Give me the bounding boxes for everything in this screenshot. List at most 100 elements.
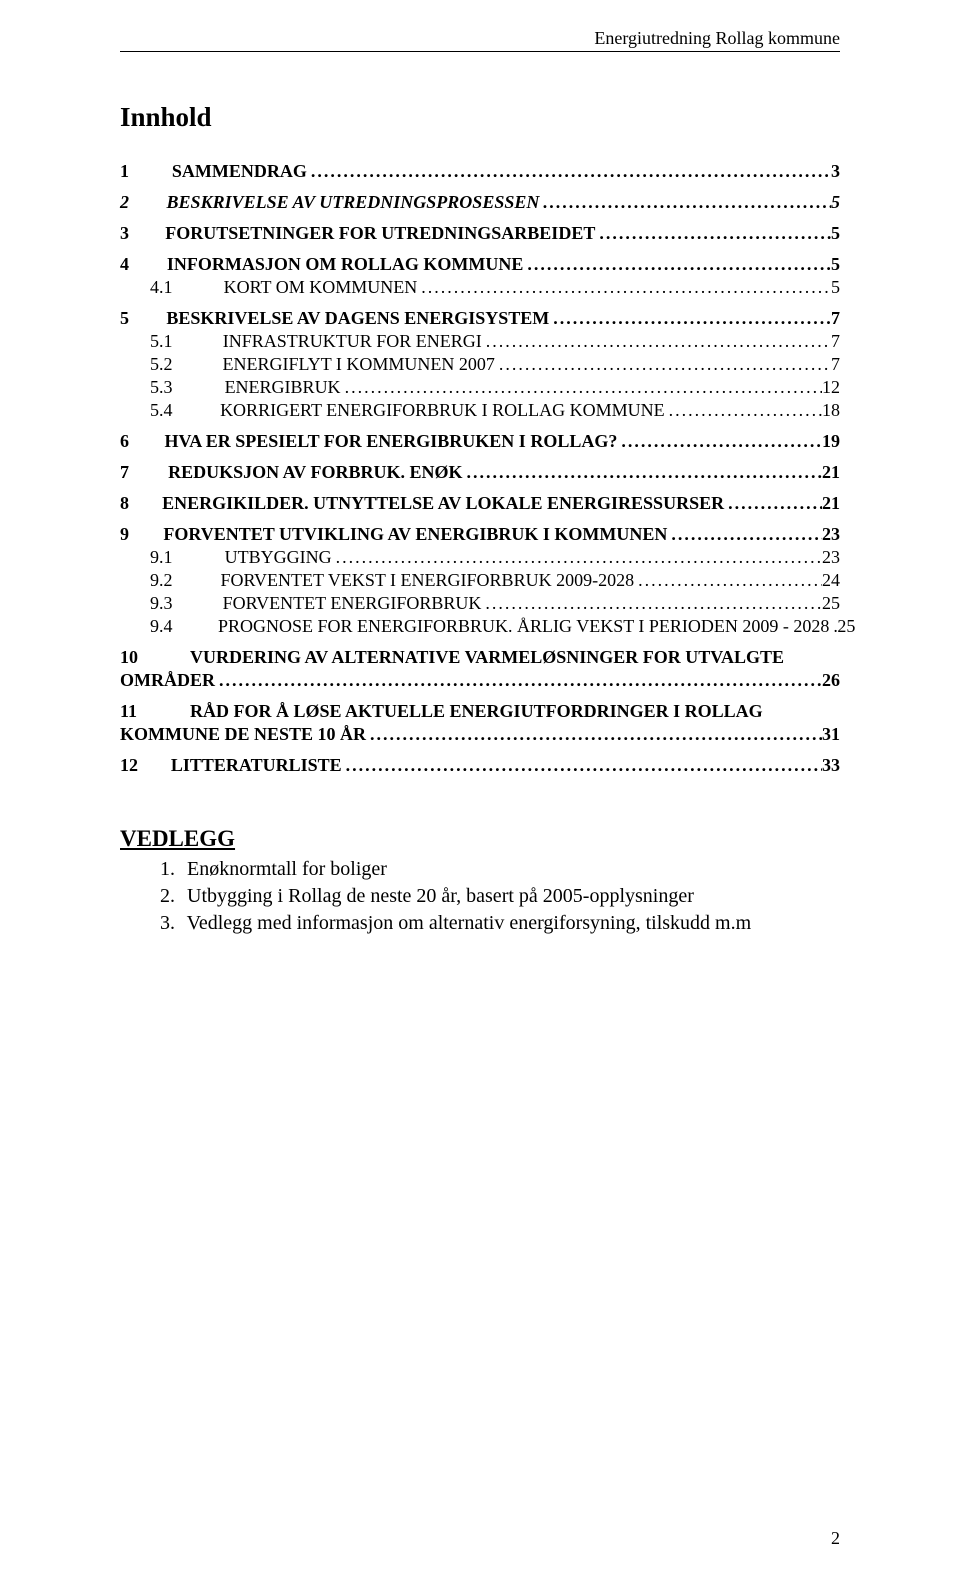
toc-leader [332,547,822,568]
toc-entry: 9.2FORVENTET VEKST I ENERGIFORBRUK 2009-… [120,570,840,591]
toc-label: REDUKSJON AV FORBRUK. ENØK [168,462,462,483]
toc-leader [724,493,822,514]
toc-page: 33 [822,755,840,776]
toc-entry: 5.4KORRIGERT ENERGIFORBRUK I ROLLAG KOMM… [120,400,840,421]
appendix-item-text: Vedlegg med informasjon om alternativ en… [182,912,751,934]
toc-page: 21 [822,462,840,483]
toc-number: 8 [120,493,160,514]
toc-number: 10 [120,647,160,668]
toc-leader [667,524,822,545]
toc-entry: 6HVA ER SPESIELT FOR ENERGIBRUKEN I ROLL… [120,431,840,452]
toc-label: RÅD FOR Å LØSE AKTUELLE ENERGIUTFORDRING… [190,701,763,722]
toc-number: 5.1 [120,331,218,352]
toc-entry: 2BESKRIVELSE AV UTREDNINGSPROSESSEN 5 [120,192,840,213]
toc-leader [829,616,837,637]
table-of-contents: 1 SAMMENDRAG 3 2 BESKRIVELSE AV UTREDNINGSP… [120,161,840,776]
toc-entry: 5.1INFRASTRUKTUR FOR ENERGI 7 [120,331,840,352]
toc-page: 26 [822,670,840,691]
toc-number: 11 [120,701,160,722]
toc-label: INFORMASJON OM ROLLAG KOMMUNE [167,254,523,275]
toc-number: 3 [120,223,160,244]
page-title: Innhold [120,102,840,133]
toc-label: ENERGIFLYT I KOMMUNEN 2007 [223,354,495,375]
appendix-item: 2. Utbygging i Rollag de neste 20 år, ba… [160,883,840,910]
toc-label: OMRÅDER [120,670,215,691]
toc-page: 5 [831,277,840,298]
toc-label: KOMMUNE DE NESTE 10 ÅR [120,724,366,745]
appendix-item: 1. Enøknormtall for boliger [160,856,840,883]
toc-leader [617,431,822,452]
toc-leader [342,755,822,776]
toc-label: BESKRIVELSE AV UTREDNINGSPROSESSEN [167,192,540,213]
toc-label: SAMMENDRAG [172,161,307,182]
toc-label: FORVENTET UTVIKLING AV ENERGIBRUK I KOMM… [163,524,667,545]
toc-entry: 5.3ENERGIBRUK 12 [120,377,840,398]
toc-label: LITTERATURLISTE [171,755,342,776]
toc-leader [549,308,831,329]
toc-page: 23 [822,524,840,545]
running-header: Energiutredning Rollag kommune [120,0,840,52]
toc-label: VURDERING AV ALTERNATIVE VARMELØSNINGER … [190,647,784,668]
toc-number: 2 [120,192,160,213]
toc-label: KORT OM KOMMUNEN [224,277,418,298]
toc-number: 4 [120,254,160,275]
toc-entry: 11 RÅD FOR Å LØSE AKTUELLE ENERGIUTFORDRI… [120,701,840,745]
toc-label: FORVENTET VEKST I ENERGIFORBRUK 2009-202… [220,570,634,591]
toc-leader [539,192,831,213]
toc-entry: 9.3FORVENTET ENERGIFORBRUK 25 [120,593,840,614]
toc-number: 12 [120,755,160,776]
appendix-item-number: 3. [160,910,182,937]
page-number: 2 [831,1528,840,1549]
toc-number: 1 [120,161,160,182]
appendix-item-number: 2. [160,883,182,910]
toc-leader [307,161,831,182]
toc-page: 24 [822,570,840,591]
toc-leader [463,462,823,483]
toc-entry: 12 LITTERATURLISTE 33 [120,755,840,776]
toc-label: FORVENTET ENERGIFORBRUK [223,593,482,614]
appendix-list: 1. Enøknormtall for boliger2. Utbygging … [120,856,840,937]
toc-entry: 10 VURDERING AV ALTERNATIVE VARMELØSNINGE… [120,647,840,691]
toc-leader [366,724,822,745]
toc-entry: 9.1UTBYGGING 23 [120,547,840,568]
toc-label: ENERGIKILDER. UTNYTTELSE AV LOKALE ENERG… [162,493,724,514]
toc-number: 5.4 [120,400,218,421]
toc-page: 23 [822,547,840,568]
appendix-heading: VEDLEGG [120,826,840,852]
toc-leader [417,277,831,298]
toc-label: INFRASTRUKTUR FOR ENERGI [223,331,482,352]
toc-leader [634,570,822,591]
toc-entry: 1SAMMENDRAG 3 [120,161,840,182]
appendix-item-number: 1. [160,856,182,883]
toc-number: 9.4 [120,616,218,637]
toc-leader [495,354,831,375]
toc-leader [595,223,831,244]
toc-page: 19 [822,431,840,452]
toc-page: 18 [822,400,840,421]
toc-leader [523,254,831,275]
toc-page: 7 [831,308,840,329]
toc-entry: 3FORUTSETNINGER FOR UTREDNINGSARBEIDET 5 [120,223,840,244]
toc-label: KORRIGERT ENERGIFORBRUK I ROLLAG KOMMUNE [220,400,665,421]
appendix-item: 3. Vedlegg med informasjon om alternativ… [160,910,840,937]
toc-number: 9.3 [120,593,218,614]
toc-entry: 8ENERGIKILDER. UTNYTTELSE AV LOKALE ENER… [120,493,840,514]
toc-number: 7 [120,462,160,483]
toc-leader [482,331,831,352]
toc-label: FORUTSETNINGER FOR UTREDNINGSARBEIDET [165,223,595,244]
content-area: Innhold 1 SAMMENDRAG 3 2 BESKRIVELSE AV UTR… [0,52,960,937]
toc-entry: 9.4PROGNOSE FOR ENERGIFORBRUK. ÅRLIG VEK… [120,616,840,637]
toc-number: 6 [120,431,160,452]
toc-leader [665,400,822,421]
toc-number: 5.3 [120,377,218,398]
toc-number: 9.2 [120,570,218,591]
toc-label: HVA ER SPESIELT FOR ENERGIBRUKEN I ROLLA… [165,431,618,452]
toc-entry: 5BESKRIVELSE AV DAGENS ENERGISYSTEM 7 [120,308,840,329]
toc-page: 7 [831,354,840,375]
toc-page: 5 [831,223,840,244]
toc-entry: 4INFORMASJON OM ROLLAG KOMMUNE 5 [120,254,840,275]
toc-leader [341,377,822,398]
toc-label: PROGNOSE FOR ENERGIFORBRUK. ÅRLIG VEKST … [218,616,829,637]
toc-label: UTBYGGING [225,547,332,568]
toc-page: 25 [837,616,855,637]
